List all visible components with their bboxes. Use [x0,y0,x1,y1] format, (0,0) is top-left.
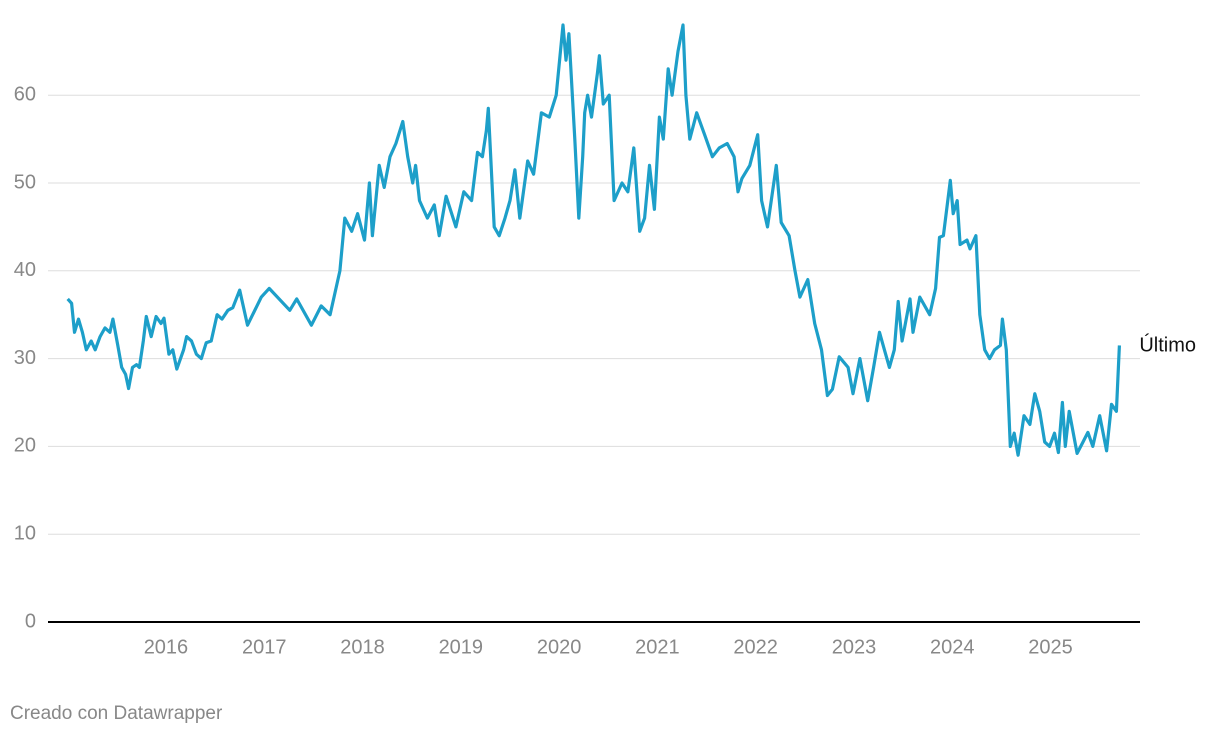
series-label: Último [1139,333,1196,356]
x-tick-label: 2018 [340,636,385,658]
y-tick-label: 0 [25,610,36,632]
x-tick-label: 2023 [832,636,877,658]
x-tick-label: 2016 [144,636,189,658]
y-tick-label: 40 [14,259,36,281]
x-tick-label: 2021 [635,636,680,658]
x-tick-label: 2020 [537,636,582,658]
x-tick-label: 2022 [733,636,778,658]
x-tick-label: 2017 [242,636,287,658]
credit: Creado con Datawrapper [10,703,223,724]
y-tick-label: 60 [14,83,36,105]
line [66,23,1121,457]
y-tick-label: 10 [14,522,36,544]
x-tick-label: 2019 [439,636,484,658]
y-tick-label: 20 [14,435,36,457]
x-tick-label: 2024 [930,636,975,658]
y-tick-label: 50 [14,171,36,193]
x-tick-label: 2025 [1028,636,1073,658]
y-tick-label: 30 [14,347,36,369]
